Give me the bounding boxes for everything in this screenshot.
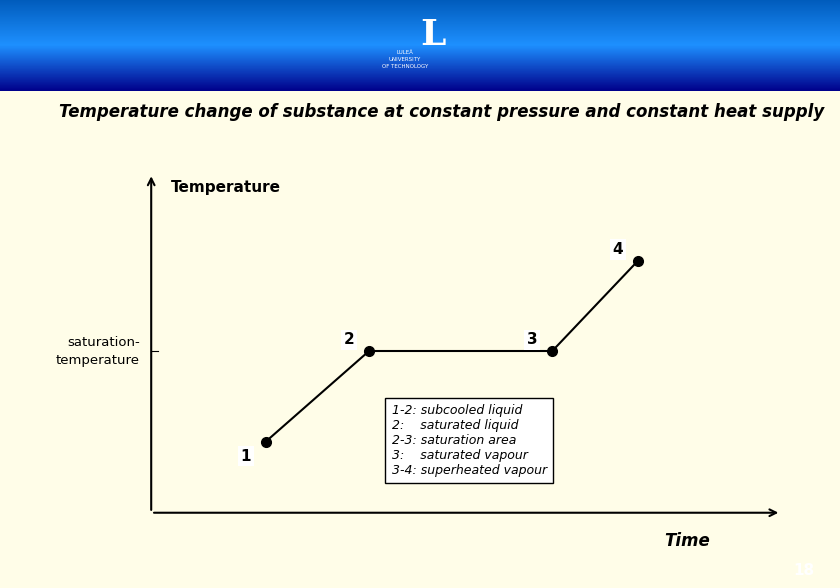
Text: Time: Time: [664, 532, 710, 550]
Text: 1-2: subcooled liquid
2:    saturated liquid
2-3: saturation area
3:    saturate: 1-2: subcooled liquid 2: saturated liqui…: [391, 404, 547, 477]
Text: Temperature change of substance at constant pressure and constant heat supply: Temperature change of substance at const…: [59, 103, 824, 121]
Text: 1: 1: [240, 449, 251, 464]
Text: Temperature: Temperature: [171, 181, 281, 195]
Text: 2: 2: [344, 332, 354, 348]
Text: L: L: [420, 18, 445, 52]
Text: 3: 3: [527, 332, 538, 348]
Text: LULEÅ
UNIVERSITY
OF TECHNOLOGY: LULEÅ UNIVERSITY OF TECHNOLOGY: [381, 50, 428, 69]
Text: 4: 4: [612, 242, 623, 257]
Text: 18: 18: [794, 563, 815, 577]
Text: saturation-
temperature: saturation- temperature: [55, 336, 139, 367]
